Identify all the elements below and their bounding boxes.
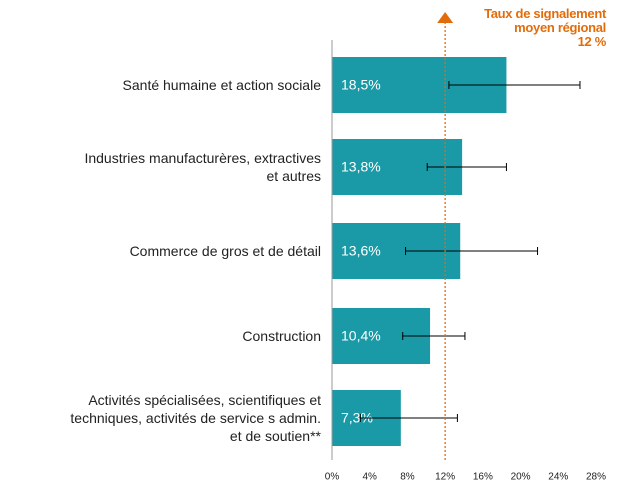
reference-marker bbox=[437, 12, 454, 23]
x-tick-label: 4% bbox=[362, 472, 377, 483]
x-tick-label: 8% bbox=[400, 472, 415, 483]
category-label: Industries manufacturères, extractives e… bbox=[84, 150, 321, 184]
x-tick-label: 28% bbox=[586, 472, 606, 483]
x-tick-label: 0% bbox=[325, 472, 340, 483]
value-label: 13,8% bbox=[341, 159, 381, 175]
value-label: 18,5% bbox=[341, 77, 381, 93]
category-label: Activités spécialisées, scientifiques et… bbox=[70, 392, 321, 444]
reference-label: Taux de signalement moyen régional 12 % bbox=[484, 6, 606, 49]
category-label: Santé humaine et action sociale bbox=[122, 77, 321, 93]
value-label: 13,6% bbox=[341, 243, 381, 259]
category-label: Construction bbox=[242, 328, 321, 344]
x-tick-label: 24% bbox=[548, 472, 568, 483]
x-tick-label: 20% bbox=[511, 472, 531, 483]
value-label: 10,4% bbox=[341, 328, 381, 344]
x-tick-label: 16% bbox=[473, 472, 493, 483]
category-label: Commerce de gros et de détail bbox=[129, 243, 321, 259]
x-tick-label: 12% bbox=[435, 472, 455, 483]
value-label: 7,3% bbox=[341, 410, 373, 426]
